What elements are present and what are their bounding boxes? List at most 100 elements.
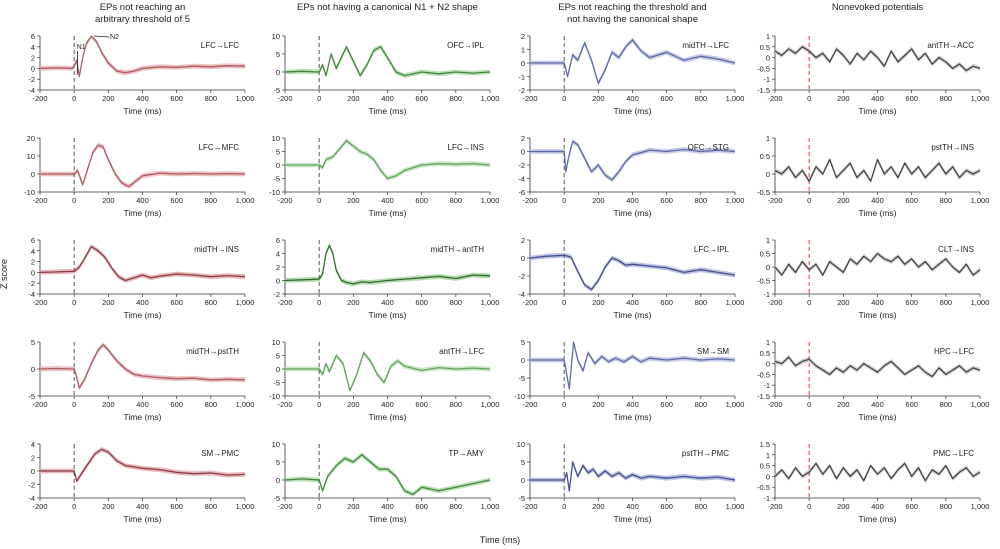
x-tick-label: 0 [317,298,321,307]
x-tick-label: -200 [32,502,47,511]
y-tick-label: -1 [763,290,770,299]
x-tick-label: 0 [72,502,76,511]
series-line [774,158,981,182]
y-tick-label: 5 [276,458,280,467]
y-tick-label: -4 [28,86,35,95]
x-tick-label: 400 [626,196,639,205]
y-tick-label: 5 [521,458,525,467]
y-tick-label: 2 [31,54,35,63]
confidence-band [285,44,490,78]
x-tick-label: -200 [767,94,782,103]
panel: 10 5 0 -5-200 0 200 400 600 800 1,000 Time (ms) pst… [517,440,745,524]
x-tick-label: 200 [592,502,605,511]
x-tick-label: 0 [562,196,566,205]
y-tick-label: 2 [521,32,525,41]
x-axis-label: Time (ms) [614,106,652,116]
x-tick-label: 1,000 [481,400,500,409]
x-tick-label: 200 [592,94,605,103]
shared-y-axis-label: Z score [0,259,9,289]
y-tick-label: 10 [272,338,280,347]
shared-x-axis-label: Time (ms) [480,535,520,545]
y-tick-label: -2 [518,272,525,281]
x-tick-label: 800 [695,400,708,409]
x-tick-label: 0 [317,502,321,511]
x-axis-label: Time (ms) [614,208,652,218]
y-tick-label: 1 [766,451,770,460]
x-tick-label: -200 [32,400,47,409]
connection-label: CLT→INS [938,245,974,254]
x-tick-label: 200 [837,94,850,103]
y-tick-label: 4 [31,440,35,449]
y-tick-label: 0 [276,277,280,286]
x-tick-label: 600 [905,298,918,307]
y-tick-label: 0.5 [760,462,770,471]
x-tick-label: 0 [72,94,76,103]
y-tick-label: -5 [273,494,280,503]
y-tick-label: -1 [763,75,770,84]
y-tick-label: 5 [31,338,35,347]
x-tick-label: 0 [562,298,566,307]
y-tick-label: 4 [31,43,35,52]
series-line [530,39,736,84]
x-tick-label: 200 [102,502,115,511]
x-tick-label: 200 [592,400,605,409]
x-tick-label: 600 [170,298,183,307]
connection-label: pstTH→INS [931,143,974,152]
connection-label: LFC→LFC [201,41,239,50]
panel: 10 5 0 -5 -10-200 0 200 400 600 800 1,000 Time (ms)… [269,338,499,422]
connection-label: LFC→MFC [199,143,240,152]
x-tick-label: 200 [837,502,850,511]
x-tick-label: 1,000 [971,94,990,103]
y-tick-label: -5 [273,175,280,184]
x-tick-label: 800 [205,298,218,307]
y-tick-label: -5 [28,392,35,401]
x-tick-label: 1,000 [726,94,745,103]
x-tick-label: 200 [347,298,360,307]
x-tick-label: -200 [767,196,782,205]
x-tick-label: 1,000 [236,196,255,205]
y-tick-label: 1 [766,236,770,245]
y-tick-label: 20 [27,134,35,143]
series-line [284,46,491,77]
confidence-band [530,37,735,86]
x-tick-label: 400 [626,298,639,307]
y-tick-label: -0.5 [757,277,770,286]
y-tick-label: 0 [276,68,280,77]
x-tick-label: -200 [522,196,537,205]
x-tick-label: 400 [871,400,884,409]
x-tick-label: 600 [905,94,918,103]
x-tick-label: 600 [415,298,428,307]
column-title: EPs not reaching an [100,2,186,13]
x-tick-label: 1,000 [726,298,745,307]
y-tick-label: 6 [31,32,35,41]
x-tick-label: 200 [102,196,115,205]
x-axis-label: Time (ms) [859,208,897,218]
connection-label: LFC→INS [448,143,484,152]
y-tick-label: 0 [766,360,770,369]
x-axis-label: Time (ms) [124,208,162,218]
x-tick-label: 400 [626,502,639,511]
y-tick-label: 4 [276,250,280,259]
x-axis-label: Time (ms) [859,412,897,422]
x-tick-label: 800 [940,502,953,511]
n2-arrow [93,35,110,38]
x-tick-label: 800 [205,196,218,205]
y-tick-label: -4 [28,290,35,299]
x-tick-label: 600 [415,196,428,205]
y-tick-label: -6 [518,188,525,197]
y-tick-label: 0 [521,59,525,68]
x-tick-label: 600 [415,400,428,409]
x-tick-label: 600 [660,502,673,511]
confidence-band [530,459,735,494]
connection-label: LFC→IPL [694,245,730,254]
confidence-band [775,251,980,278]
series-line [40,448,246,482]
x-tick-label: 400 [136,94,149,103]
series-line [530,461,736,492]
x-tick-label: -200 [32,298,47,307]
y-tick-label: -10 [24,188,35,197]
confidence-band [285,243,490,287]
x-tick-label: 600 [905,400,918,409]
y-tick-label: -10 [514,392,525,401]
